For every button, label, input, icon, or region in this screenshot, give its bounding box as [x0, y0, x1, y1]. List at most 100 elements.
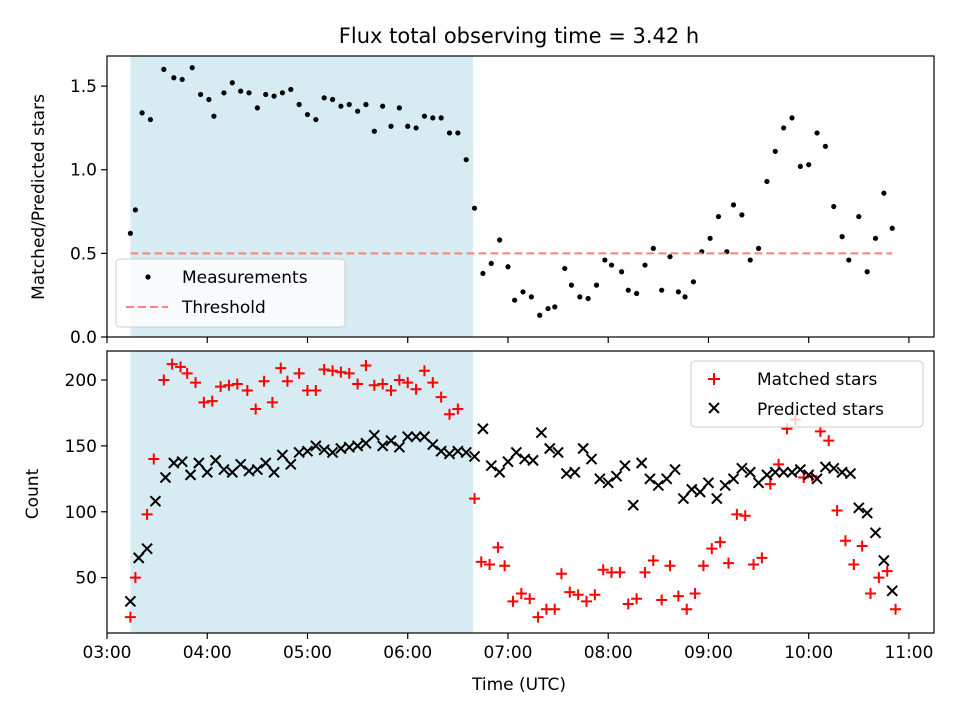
predicted-stars-point [502, 455, 514, 468]
predicted-stars-point [686, 483, 698, 496]
matched-stars-point [890, 603, 902, 615]
predicted-stars-point [201, 466, 213, 478]
predicted-stars-point [218, 463, 230, 476]
matched-stars-point [739, 510, 751, 522]
top-axes-frame [106, 55, 935, 338]
measurement-point [822, 143, 829, 149]
legend-matched-marker [708, 373, 720, 385]
y-tick-label: 100 [65, 503, 97, 523]
bottom-axes-frame [106, 350, 935, 634]
predicted-stars-point [268, 466, 280, 478]
matched-stars-point [310, 385, 322, 397]
y-tick-label: 50 [75, 569, 97, 589]
matched-stars-point [524, 593, 536, 605]
measurement-point [585, 295, 591, 302]
matched-stars-point [823, 435, 835, 447]
predicted-stars-point [694, 486, 706, 498]
measurement-point [864, 269, 870, 275]
predicted-stars-point [493, 466, 506, 478]
x-tick-label: 08:00 [584, 643, 633, 663]
measurement-point [675, 289, 681, 295]
top-legend-box [115, 258, 346, 328]
measurement-point [659, 287, 665, 293]
shaded-interval-band [130, 351, 473, 633]
measurement-point [602, 257, 608, 263]
matched-stars-point [647, 555, 659, 567]
legend-predicted-label: Predicted stars [757, 400, 884, 420]
predicted-stars-point [585, 453, 598, 465]
predicted-stars-point [644, 473, 656, 485]
predicted-stars-point [610, 470, 623, 482]
x-axis-label: Time (UTC) [471, 675, 566, 695]
legend-measurements-label: Measurements [182, 268, 308, 288]
measurement-point [682, 294, 688, 300]
measurement-point [667, 254, 673, 260]
measurement-point [806, 162, 812, 168]
measurement-point [856, 213, 862, 220]
matched-stars-point [614, 566, 626, 578]
predicted-stars-point [619, 459, 631, 472]
matched-stars-point [831, 504, 843, 516]
x-tick-label: 09:00 [684, 643, 733, 663]
top-y-axis-label: Matched/Predicted stars [29, 94, 49, 300]
matched-stars-point [231, 378, 243, 390]
predicted-stars-point [802, 469, 815, 481]
predicted-stars-point [301, 445, 314, 457]
matched-stars-point [597, 564, 609, 576]
predicted-stars-point [402, 430, 414, 443]
measurement-point [764, 178, 770, 185]
matched-stars-point [129, 572, 141, 584]
measurement-point [413, 125, 419, 131]
bottom-x-axis: 03:00 04:00 05:00 06:00 07:00 08:00 09:00 10:00… [83, 633, 933, 663]
matched-stars-point [484, 558, 496, 570]
measurement-point [254, 105, 260, 111]
predicted-stars-point [677, 492, 690, 505]
predicted-stars-point [251, 463, 264, 476]
predicted-stars-point [193, 457, 205, 469]
matched-stars-point [656, 594, 668, 606]
figure-title: Flux total observing time = 3.42 h [339, 24, 699, 48]
y-tick-label: 1.5 [70, 77, 97, 97]
predicted-stars-point [385, 434, 397, 447]
measurement-point [577, 294, 583, 300]
top-legend: Measurements Threshold [115, 258, 346, 328]
legend-measurements-marker [145, 274, 151, 280]
predicted-stars-point [351, 440, 364, 452]
predicted-stars-point [141, 542, 153, 555]
predicted-stars-point [376, 440, 389, 452]
predicted-stars-point [544, 442, 556, 455]
predicted-stars-point [828, 462, 840, 474]
matched-stars-point [839, 535, 851, 547]
matched-stars-point [564, 586, 576, 598]
measurement-point [568, 282, 575, 288]
predicted-stars-point [368, 429, 381, 442]
measurement-point [238, 88, 244, 94]
measurement-point [405, 123, 411, 129]
matched-stars-point [452, 403, 464, 415]
predicted-stars-point [702, 477, 715, 489]
x-tick-label: 11:00 [884, 643, 933, 663]
measurement-point [593, 282, 600, 288]
y-tick-label: 0.5 [70, 244, 97, 264]
predicted-stars-point [477, 423, 489, 435]
measurement-point [279, 90, 286, 96]
measurement-point [463, 157, 469, 163]
matched-stars-point [443, 408, 455, 420]
measurement-point [839, 234, 845, 240]
matched-stars-point [318, 363, 330, 375]
matched-stars-point [418, 365, 430, 377]
matched-stars-point [198, 396, 210, 408]
measurement-point [747, 257, 753, 263]
matched-stars-point [589, 589, 601, 601]
predicted-stars-point [878, 554, 890, 567]
matched-stars-point [756, 552, 768, 564]
measurement-point [246, 90, 252, 96]
matched-stars-point [580, 595, 592, 607]
measurement-point [730, 202, 737, 208]
measurement-point [715, 213, 722, 220]
matched-stars-point [275, 362, 287, 374]
measurement-point [321, 95, 327, 101]
top-x-axis [106, 337, 910, 343]
matched-stars-point [327, 365, 339, 377]
matched-stars-point [241, 385, 253, 397]
